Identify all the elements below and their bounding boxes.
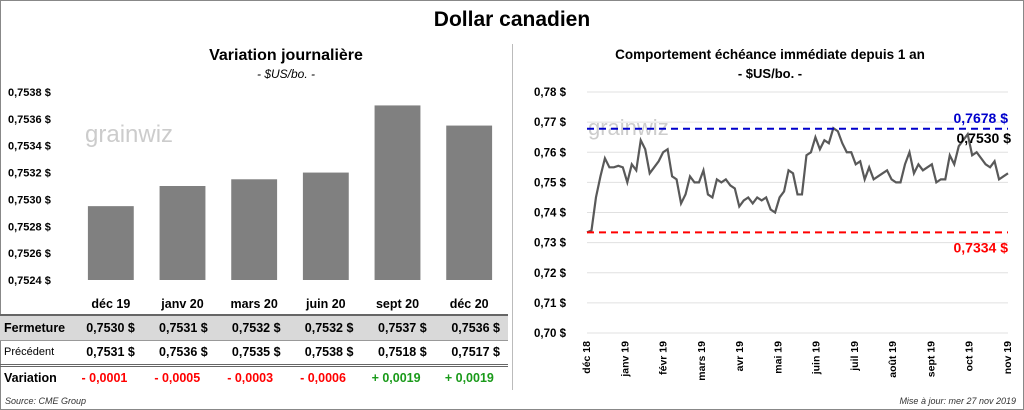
x-tick-label: déc 20 (450, 297, 489, 311)
x-tick-label: déc 19 (91, 297, 130, 311)
right-chart-subtitle: - $US/bo. - (737, 66, 803, 81)
table-cell: 0,7530 $ (70, 314, 143, 341)
table-cell: 0,7535 $ (231, 345, 281, 359)
right-chart-title: Comportement échéance immédiate depuis 1… (615, 47, 925, 62)
line-chart: 0,70 $ 0,71 $ 0,72 $ 0,73 $ 0,74 $ 0,75 $ 0,76… (534, 87, 1014, 380)
source-note: Source: CME Group (5, 396, 87, 406)
x-tick-label: déc 18 (581, 341, 593, 374)
table-cell: 0,7537 $ (361, 314, 435, 341)
max-label: 0,7678 $ (954, 110, 1009, 126)
bar (302, 172, 349, 280)
table-cell: + 0,0019 (361, 363, 435, 390)
row-label: Fermeture (0, 314, 70, 341)
y-tick-label: 0,7526 $ (8, 248, 51, 260)
y-tick-label: 0,75 $ (534, 177, 567, 189)
min-label: 0,7334 $ (954, 239, 1009, 255)
watermark-logo: grainwiz (588, 115, 669, 140)
bar (446, 125, 493, 280)
table-row: Fermeture 0,7530 $0,7531 $0,7532 $0,7532 … (0, 314, 508, 341)
divider (512, 44, 513, 390)
table-cell: - 0,0005 (142, 363, 216, 390)
row-label: Précédent (4, 346, 55, 358)
table-row: Précédent 0,7531 $ 0,7536 $ 0,7535 $ 0,7538 … (0, 340, 508, 365)
x-tick-label: mars 20 (231, 297, 278, 311)
x-tick-label: juin 19 (811, 341, 823, 375)
update-note: Mise à jour: mer 27 nov 2019 (899, 396, 1016, 406)
bar (374, 105, 421, 280)
y-tick-label: 0,7534 $ (8, 141, 51, 153)
table-cell: 0,7531 $ (86, 345, 135, 359)
x-tick-label: mai 19 (772, 341, 784, 374)
row-label: Variation (0, 363, 70, 390)
table-cell: + 0,0019 (434, 363, 508, 390)
bar (87, 206, 134, 280)
table-cell: 0,7517 $ (451, 345, 500, 359)
y-tick-label: 0,7532 $ (8, 168, 51, 180)
x-tick-label: janv 19 (619, 341, 631, 378)
x-tick-label: sept 20 (376, 297, 419, 311)
series-line (586, 126, 1009, 234)
table-cell: 0,7536 $ (434, 314, 508, 341)
x-tick-label: nov 19 (1002, 341, 1014, 374)
table-cell: 0,7518 $ (378, 345, 427, 359)
x-tick-label: avr 19 (734, 341, 746, 372)
y-tick-label: 0,7528 $ (8, 221, 51, 233)
x-tick-label: oct 19 (964, 341, 976, 372)
x-tick-label: mars 19 (696, 341, 708, 380)
left-chart-subtitle: - $US/bo. - (256, 67, 316, 81)
x-tick-label: janv 20 (160, 297, 203, 311)
x-tick-label: sept 19 (925, 341, 937, 377)
table-cell: - 0,0001 (70, 363, 143, 390)
table-cell: 0,7536 $ (159, 345, 208, 359)
y-tick-label: 0,71 $ (534, 298, 567, 310)
table-cell: 0,7532 $ (215, 314, 289, 341)
y-tick-label: 0,72 $ (534, 268, 567, 280)
y-tick-label: 0,74 $ (534, 208, 567, 220)
x-tick-label: juil 19 (849, 341, 861, 372)
table-cell: 0,7531 $ (142, 314, 216, 341)
y-tick-label: 0,77 $ (534, 117, 567, 129)
y-tick-label: 0,7524 $ (8, 275, 51, 287)
left-chart-title: Variation journalière (209, 47, 363, 64)
table-row: Variation - 0,0001- 0,0005- 0,0003- 0,000… (0, 363, 508, 390)
bar (231, 179, 278, 280)
bar (159, 186, 206, 280)
y-tick-label: 0,76 $ (534, 147, 567, 159)
y-tick-label: 0,7538 $ (8, 87, 51, 99)
watermark-logo: grainwiz (85, 121, 173, 148)
y-tick-label: 0,73 $ (534, 238, 567, 250)
last-value-label: 0,7530 $ (957, 130, 1012, 146)
x-tick-label: juin 20 (305, 297, 346, 311)
table-cell: 0,7538 $ (304, 345, 354, 359)
table-cell: - 0,0003 (215, 363, 289, 390)
y-tick-label: 0,78 $ (534, 87, 567, 99)
y-tick-label: 0,70 $ (534, 328, 567, 340)
page-title: Dollar canadien (433, 8, 591, 31)
data-table: Fermeture 0,7530 $0,7531 $0,7532 $0,7532 … (0, 314, 508, 390)
table-cell: - 0,0006 (288, 363, 362, 390)
bar-chart: 0,7524 $ 0,7526 $ 0,7528 $ 0,7530 $ 0,7532 $… (8, 87, 493, 311)
y-tick-label: 0,7536 $ (8, 114, 51, 126)
y-tick-label: 0,7530 $ (8, 194, 51, 206)
table-cell: 0,7532 $ (288, 314, 362, 341)
x-tick-label: févr 19 (658, 341, 670, 375)
x-tick-label: août 19 (887, 341, 899, 378)
